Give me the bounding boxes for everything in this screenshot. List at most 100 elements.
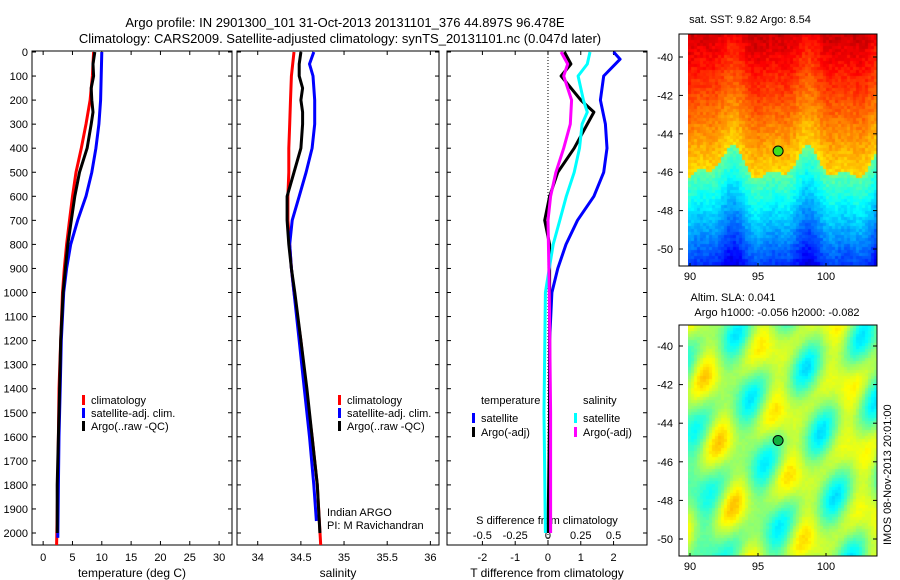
y-tick-label: 1900 xyxy=(4,504,28,516)
legend-swatch xyxy=(82,395,85,405)
y-tick-label: 1700 xyxy=(4,456,28,468)
lat-tick-label: -48 xyxy=(657,495,673,507)
annotation-text: PI: M Ravichandran xyxy=(327,520,424,532)
x-tick-label: 35 xyxy=(338,552,350,564)
y-tick-label: 400 xyxy=(10,143,28,155)
x-tick-label: 25 xyxy=(184,552,196,564)
y-tick-label: 1000 xyxy=(4,288,28,300)
y-tick-label: 600 xyxy=(10,191,28,203)
x-tick-label: 2 xyxy=(610,552,616,564)
legend-title-salinity: salinity xyxy=(583,395,617,407)
y-tick-label: 1600 xyxy=(4,432,28,444)
legend-label: climatology xyxy=(347,395,403,407)
lon-tick-label: 95 xyxy=(752,561,764,573)
imos-credit: IMOS 08-Nov-2013 20:01:00 xyxy=(882,404,894,545)
legend-label: Argo(-adj) xyxy=(583,427,632,439)
s-tick-label: 0 xyxy=(545,530,551,542)
sst-argo-location-marker xyxy=(772,145,784,157)
legend-swatch xyxy=(472,427,475,437)
series-line-s-satellite xyxy=(542,51,592,534)
lat-tick-label: -50 xyxy=(657,534,673,546)
y-tick-label: 300 xyxy=(10,119,28,131)
series-line-argo-raw-qc- xyxy=(55,51,97,533)
lat-tick-label: -44 xyxy=(657,129,673,141)
lat-tick-label: -44 xyxy=(657,418,673,430)
x-tick-label: 35.5 xyxy=(376,552,397,564)
figure-title-line2: Climatology: CARS2009. Satellite-adjuste… xyxy=(79,31,601,46)
lat-tick-label: -46 xyxy=(657,457,673,469)
x-tick-label: -2 xyxy=(478,552,488,564)
lat-tick-label: -46 xyxy=(657,167,673,179)
x-tick-label: 0 xyxy=(40,552,46,564)
y-tick-label: 1800 xyxy=(4,480,28,492)
y-tick-label: 800 xyxy=(10,239,28,251)
legend-label: Argo(..raw -QC) xyxy=(91,421,169,433)
legend-swatch xyxy=(82,408,85,418)
series-line-satellite-adj-clim- xyxy=(288,51,318,522)
x-tick-label: 5 xyxy=(69,552,75,564)
y-tick-label: 1500 xyxy=(4,408,28,420)
x-tick-label: 10 xyxy=(96,552,108,564)
s-tick-label: -0.25 xyxy=(503,530,528,542)
x-tick-label: 36 xyxy=(424,552,436,564)
x-tick-label: 34.5 xyxy=(290,552,311,564)
x-tick-label: -1 xyxy=(510,552,520,564)
y-tick-label: 0 xyxy=(22,47,28,59)
lat-tick-label: -40 xyxy=(657,341,673,353)
x-axis-label: T difference from climatology xyxy=(470,566,624,580)
x-tick-label: 34 xyxy=(252,552,264,564)
s-tick-label: 0.5 xyxy=(606,530,621,542)
lat-tick-label: -48 xyxy=(657,206,673,218)
y-tick-label: 1100 xyxy=(4,312,28,324)
x-axis-label: salinity xyxy=(320,566,357,580)
lon-tick-label: 100 xyxy=(817,561,835,573)
lat-tick-label: -50 xyxy=(657,244,673,256)
s-tick-label: 0.25 xyxy=(570,530,591,542)
legend-swatch xyxy=(338,421,341,431)
y-tick-label: 2000 xyxy=(4,528,28,540)
legend-swatch xyxy=(574,413,577,423)
y-tick-label: 1200 xyxy=(4,336,28,348)
y-tick-label: 1300 xyxy=(4,360,28,372)
legend-title-temperature: temperature xyxy=(481,395,540,407)
legend-label: climatology xyxy=(91,395,147,407)
sla-map-blank-strip xyxy=(680,326,688,555)
series-line-s-argo-adj- xyxy=(546,51,574,533)
figure-title-line1: Argo profile: IN 2901300_101 31-Oct-2013… xyxy=(125,15,565,30)
legend-label: satellite-adj. clim. xyxy=(91,408,175,420)
legend-swatch xyxy=(82,421,85,431)
legend-label: satellite xyxy=(583,413,620,425)
sst-map-blank-strip xyxy=(680,35,688,265)
legend-label: satellite xyxy=(481,413,518,425)
x-tick-label: 30 xyxy=(213,552,225,564)
series-line-argo-raw-qc- xyxy=(285,51,322,534)
legend-swatch xyxy=(574,427,577,437)
y-tick-label: 200 xyxy=(10,95,28,107)
annotation-text: Indian ARGO xyxy=(327,507,392,519)
x-tick-label: 15 xyxy=(125,552,137,564)
s-tick-label: -0.5 xyxy=(473,530,492,542)
panel-frame-temperature xyxy=(31,50,233,546)
legend-swatch xyxy=(472,413,475,423)
y-tick-label: 700 xyxy=(10,215,28,227)
y-tick-label: 500 xyxy=(10,167,28,179)
legend-swatch xyxy=(338,408,341,418)
lon-tick-label: 90 xyxy=(684,271,696,283)
sla-argo-location-marker xyxy=(772,435,784,447)
lon-tick-label: 100 xyxy=(817,271,835,283)
y-tick-label: 100 xyxy=(10,71,28,83)
y-tick-label: 1400 xyxy=(4,384,28,396)
y-tick-label: 900 xyxy=(10,263,28,275)
legend-label: satellite-adj. clim. xyxy=(347,408,431,420)
sla-map-title-line2: Argo h1000: -0.056 h2000: -0.082 xyxy=(694,307,859,319)
legend-label: Argo(..raw -QC) xyxy=(347,421,425,433)
x-tick-label: 20 xyxy=(154,552,166,564)
legend-swatch xyxy=(338,395,341,405)
sst-map-frame xyxy=(678,33,878,267)
x-tick-label: 0 xyxy=(545,552,551,564)
lat-tick-label: -42 xyxy=(657,380,673,392)
legend-label: Argo(-adj) xyxy=(481,427,530,439)
sst-map-title: sat. SST: 9.82 Argo: 8.54 xyxy=(689,14,811,26)
